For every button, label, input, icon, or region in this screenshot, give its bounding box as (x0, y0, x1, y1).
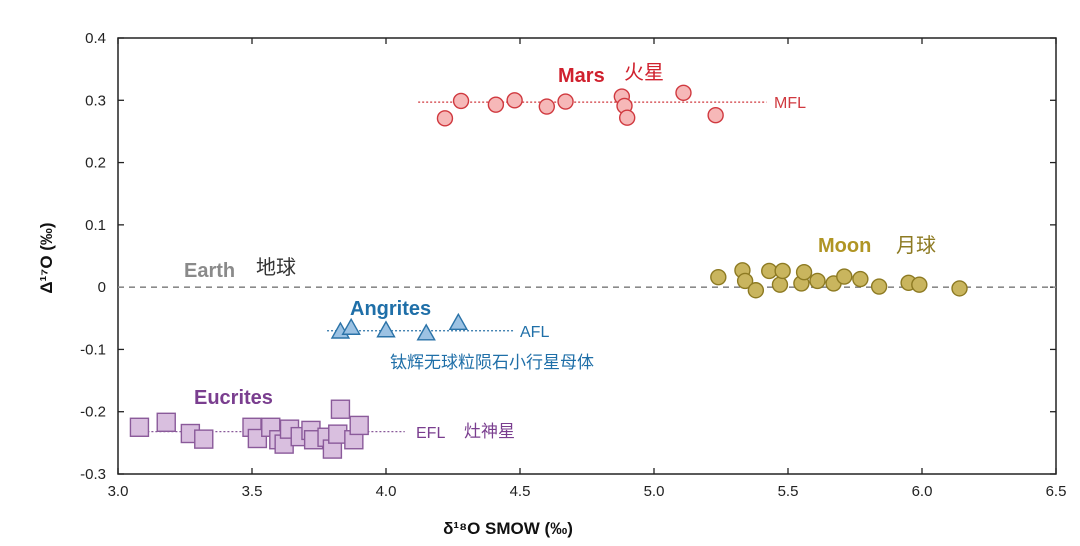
moon-point (795, 263, 813, 281)
mars-point (506, 92, 523, 109)
moon-point (836, 268, 853, 285)
y-tick-label: 0.3 (85, 92, 106, 109)
mars-point (538, 98, 555, 115)
earth-label-cn: 地球 (256, 255, 296, 279)
x-tick-label: 6.5 (1046, 483, 1067, 500)
mars-point (487, 96, 505, 113)
eucrites-point (194, 429, 214, 449)
y-tick-label: 0.2 (85, 155, 106, 172)
moon-label: Moon (818, 235, 871, 257)
angrites-point (341, 317, 361, 335)
mars-point (675, 84, 692, 102)
moon-point (771, 276, 789, 293)
x-axis-title: δ¹⁸O SMOW (‰) (443, 519, 573, 538)
mars-point (452, 92, 470, 110)
y-tick-label: -0.1 (80, 341, 106, 358)
moon-point (736, 272, 754, 290)
angrites-label: Angrites (350, 298, 431, 320)
angrites-point (376, 320, 396, 338)
eucrites-point (129, 417, 150, 437)
mars-point (557, 93, 574, 110)
angrites-point (416, 323, 436, 341)
eucrites-point (156, 412, 176, 433)
earth-label: Earth (184, 260, 235, 282)
x-tick-label: 3.5 (242, 483, 263, 500)
moon-point (870, 278, 888, 295)
afl-label: AFL (520, 324, 549, 341)
x-tick-label: 5.0 (644, 483, 665, 500)
angrites-point (448, 312, 469, 330)
plot-frame (117, 37, 1057, 475)
axis-ticks: 3.0 3.5 4.0 4.5 5.0 5.5 6.0 6.5 0.4 0.3 0.2 0.1 0 -0.… (80, 30, 1066, 500)
angrites-label-cn: 钛辉无球粒陨石小行星母体 (390, 353, 594, 373)
efl-label: EFL (416, 425, 445, 442)
y-tick-label: 0.1 (85, 217, 106, 234)
data-points (129, 84, 968, 459)
mars-point (619, 109, 636, 126)
mars-label: Mars (558, 65, 605, 87)
y-tick-label: 0 (98, 279, 106, 296)
eucrites-point (328, 424, 348, 444)
y-tick-label: -0.3 (80, 466, 106, 483)
moon-point (852, 270, 869, 288)
moon-point (747, 282, 765, 299)
mfl-label: MFL (774, 95, 806, 112)
moon-point (809, 272, 826, 290)
y-tick-label: 0.4 (85, 30, 106, 47)
group-labels: Mars 火星 MFL Moon 月球 Earth 地球 Angrites AFL 钛辉无球粒陨石… (184, 60, 936, 442)
moon-point (951, 280, 968, 297)
mars-point (707, 107, 724, 124)
x-tick-label: 6.0 (912, 483, 933, 500)
eucrites-label-cn: 灶神星 (464, 422, 515, 442)
eucrites-label: Eucrites (194, 387, 273, 409)
x-tick-label: 4.0 (376, 483, 397, 500)
moon-point (911, 276, 928, 293)
mars-point (436, 110, 454, 127)
x-tick-label: 3.0 (108, 483, 129, 500)
eucrites-point (349, 415, 369, 436)
moon-label-cn: 月球 (896, 233, 936, 257)
y-axis-title: Δ¹⁷O (‰) (37, 222, 56, 293)
moon-point (774, 262, 791, 280)
y-tick-label: -0.2 (80, 404, 106, 421)
x-tick-label: 5.5 (778, 483, 799, 500)
eucrites-point (330, 399, 351, 419)
mars-label-cn: 火星 (624, 60, 664, 84)
moon-point (710, 268, 727, 286)
x-tick-label: 4.5 (510, 483, 531, 500)
